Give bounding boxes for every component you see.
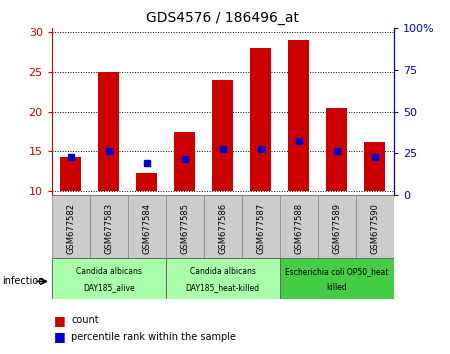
Bar	[60, 157, 81, 191]
Text: count: count	[71, 315, 99, 325]
Text: GSM677589: GSM677589	[332, 203, 341, 254]
Text: Escherichia coli OP50_heat: Escherichia coli OP50_heat	[285, 267, 388, 276]
Bar	[52, 195, 90, 260]
Bar	[166, 258, 280, 299]
Text: ■: ■	[54, 314, 66, 327]
Text: GSM677583: GSM677583	[104, 203, 113, 254]
Bar	[250, 48, 271, 191]
Bar	[174, 132, 195, 191]
Text: DAY185_heat-killed: DAY185_heat-killed	[186, 283, 260, 292]
Bar	[280, 258, 394, 299]
Text: ■: ■	[54, 331, 66, 343]
Text: Candida albicans: Candida albicans	[190, 267, 256, 276]
Text: GSM677585: GSM677585	[180, 203, 189, 254]
Text: GSM677582: GSM677582	[66, 203, 75, 254]
Bar	[52, 258, 166, 299]
Text: killed: killed	[326, 283, 347, 292]
Text: GSM677587: GSM677587	[256, 203, 265, 254]
Title: GDS4576 / 186496_at: GDS4576 / 186496_at	[146, 11, 299, 24]
Text: GSM677584: GSM677584	[142, 203, 151, 254]
Text: infection: infection	[2, 276, 45, 286]
Text: Candida albicans: Candida albicans	[76, 267, 142, 276]
Text: percentile rank within the sample: percentile rank within the sample	[71, 332, 236, 342]
Bar	[90, 195, 128, 260]
Bar	[204, 195, 242, 260]
Bar	[212, 80, 233, 191]
Bar	[98, 72, 119, 191]
Bar	[128, 195, 166, 260]
Text: GSM677588: GSM677588	[294, 203, 303, 254]
Text: DAY185_alive: DAY185_alive	[83, 283, 135, 292]
Text: GSM677586: GSM677586	[218, 203, 227, 254]
Text: GSM677590: GSM677590	[370, 203, 379, 254]
Bar	[326, 108, 347, 191]
Bar	[288, 40, 309, 191]
Bar	[356, 195, 394, 260]
Bar	[166, 195, 204, 260]
Bar	[136, 173, 157, 191]
Bar	[280, 195, 318, 260]
Bar	[364, 142, 385, 191]
Bar	[318, 195, 356, 260]
Bar	[242, 195, 280, 260]
